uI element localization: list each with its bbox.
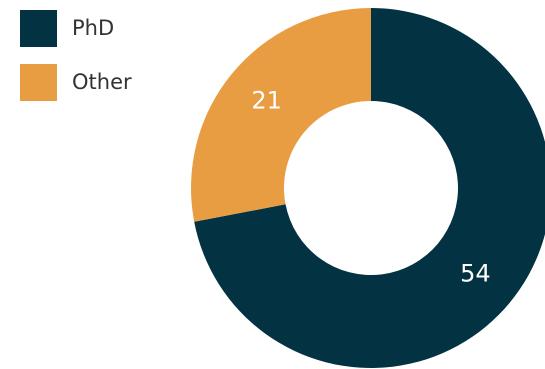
legend-label: Other [72, 70, 132, 94]
legend-label: PhD [72, 16, 114, 40]
value-label: 54 [460, 259, 491, 287]
legend-swatch [20, 64, 57, 101]
legend-swatch [20, 10, 57, 47]
slice [190, 8, 371, 222]
value-label: 21 [251, 87, 282, 115]
slice [194, 8, 545, 368]
